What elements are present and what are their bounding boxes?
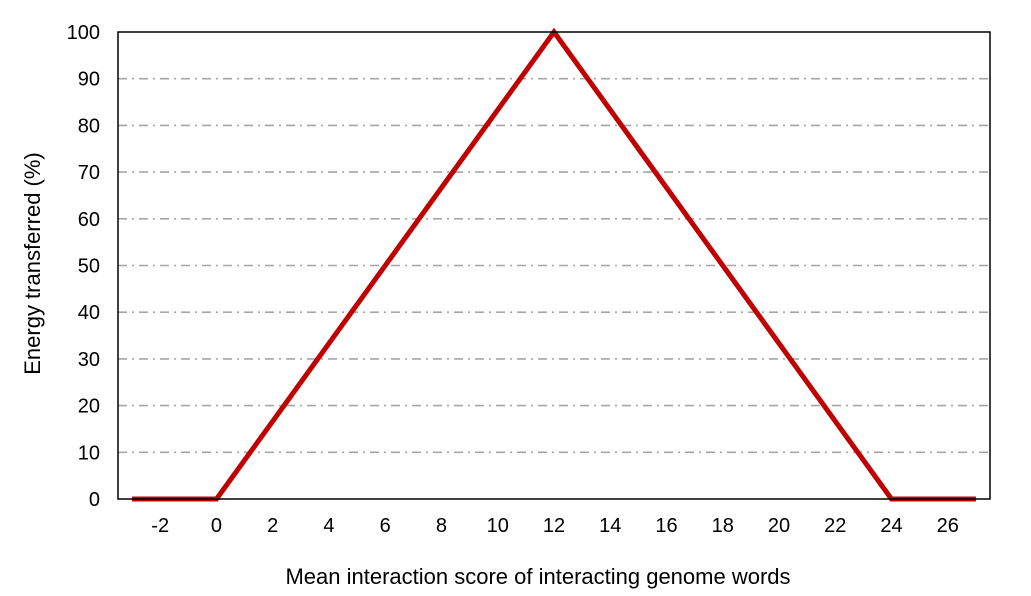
x-tick-label-4: 4 <box>323 515 334 537</box>
y-tick-label-90: 90 <box>78 69 100 91</box>
x-tick-label-24: 24 <box>880 515 902 537</box>
x-axis-title: Mean interaction score of interacting ge… <box>285 564 790 589</box>
y-axis-tick-labels: 0 10 20 30 40 50 60 70 80 90 100 <box>67 22 100 511</box>
x-tick-label-6: 6 <box>380 515 391 537</box>
x-tick-label-16: 16 <box>655 515 677 537</box>
y-tick-label-100: 100 <box>67 22 100 44</box>
x-tick-label-2: 2 <box>267 515 278 537</box>
y-tick-label-50: 50 <box>78 256 100 278</box>
plot-area-frame <box>117 31 991 500</box>
y-tick-label-0: 0 <box>89 489 100 511</box>
x-tick-label-26: 26 <box>937 515 959 537</box>
x-tick-label-18: 18 <box>712 515 734 537</box>
y-tick-label-60: 60 <box>78 209 100 231</box>
y-tick-label-40: 40 <box>78 302 100 324</box>
x-tick-label-0: 0 <box>211 515 222 537</box>
x-tick-label--2: -2 <box>151 515 169 537</box>
y-tick-label-20: 20 <box>78 396 100 418</box>
x-tick-label-22: 22 <box>824 515 846 537</box>
x-tick-label-20: 20 <box>768 515 790 537</box>
x-tick-label-14: 14 <box>599 515 621 537</box>
y-tick-label-30: 30 <box>78 349 100 371</box>
x-tick-label-8: 8 <box>436 515 447 537</box>
y-tick-label-80: 80 <box>78 115 100 137</box>
y-tick-label-70: 70 <box>78 162 100 184</box>
x-tick-label-12: 12 <box>543 515 565 537</box>
x-tick-label-10: 10 <box>487 515 509 537</box>
gridlines <box>118 77 990 454</box>
x-axis-tick-labels: -2 0 2 4 6 8 10 12 14 16 18 20 22 24 26 <box>151 515 959 537</box>
y-tick-label-10: 10 <box>78 442 100 464</box>
y-axis-title: Energy transferred (%) <box>20 152 45 375</box>
